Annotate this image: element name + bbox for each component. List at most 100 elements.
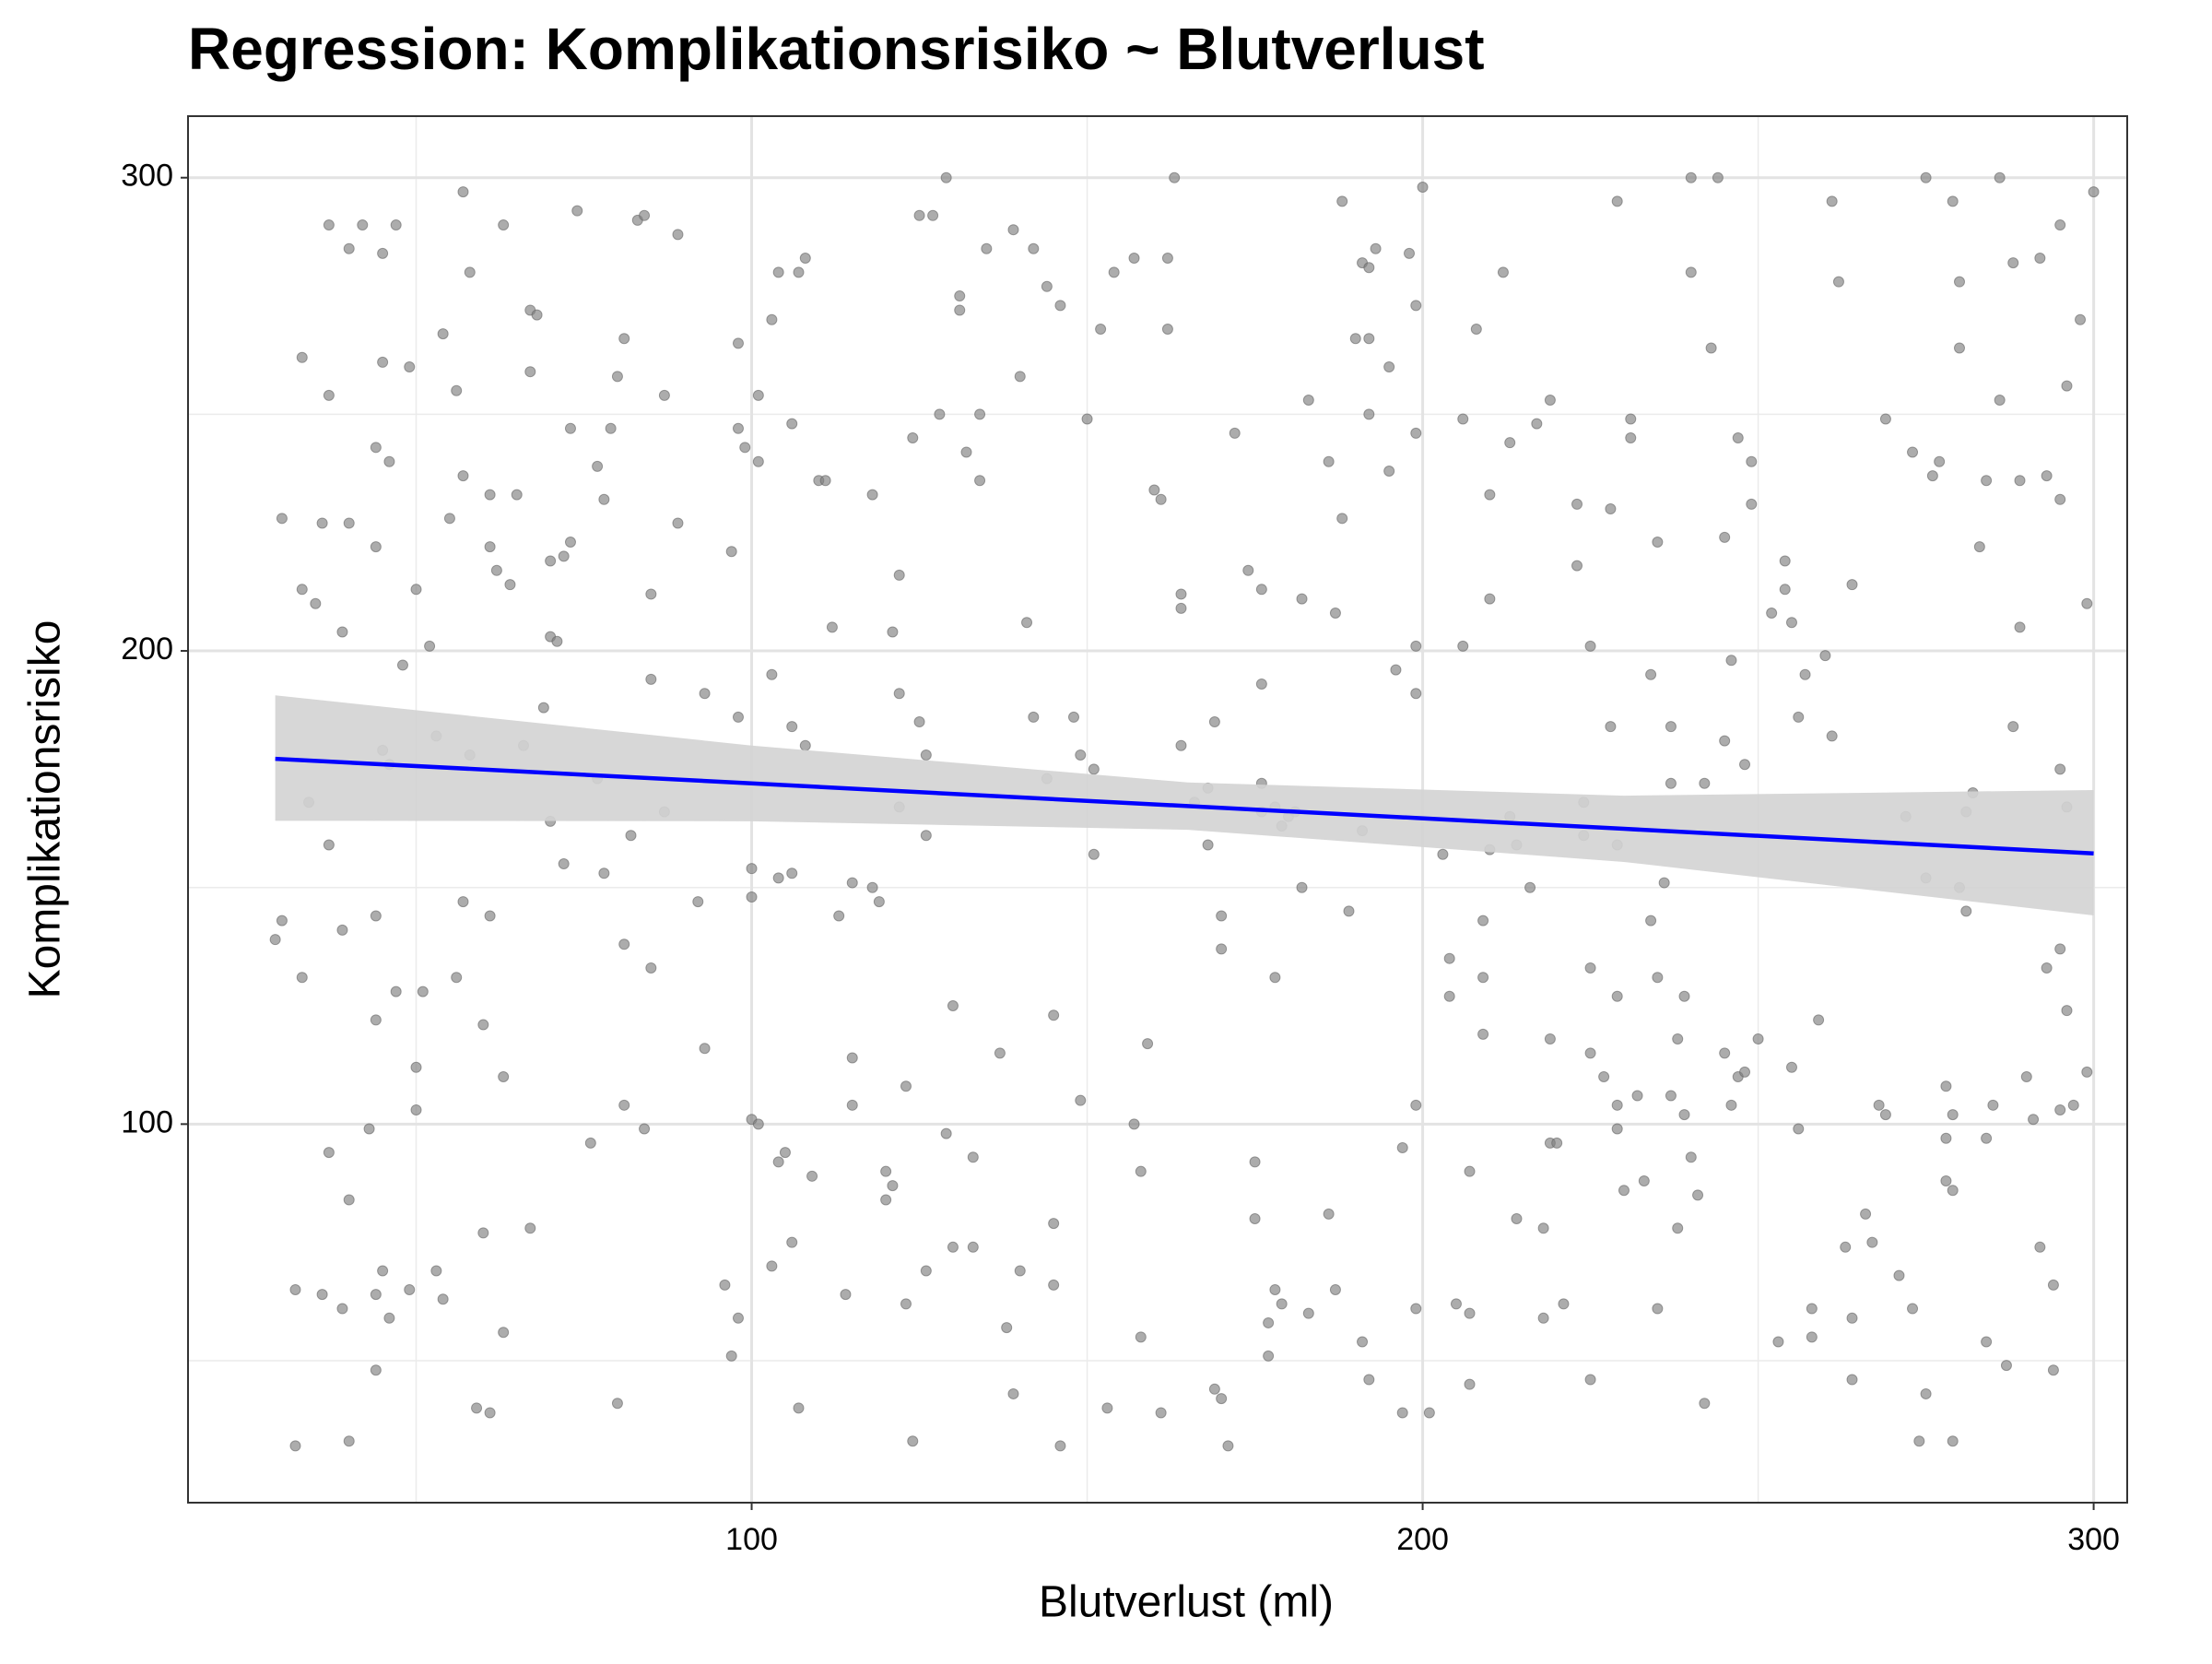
point	[1249, 1156, 1261, 1168]
point	[1390, 664, 1402, 676]
point	[672, 229, 684, 241]
point	[443, 513, 455, 525]
point	[866, 881, 878, 893]
point	[2034, 252, 2046, 264]
point	[1048, 1009, 1060, 1021]
point	[1155, 1407, 1167, 1419]
point	[1531, 418, 1543, 430]
plot-border	[187, 115, 2128, 1504]
point	[484, 489, 496, 501]
point	[1014, 371, 1026, 383]
point	[752, 455, 764, 467]
point	[1497, 266, 1509, 278]
point	[1772, 1336, 1784, 1348]
point	[605, 422, 617, 434]
point	[1001, 1322, 1013, 1334]
point	[1860, 1208, 1872, 1220]
point	[1739, 759, 1751, 771]
point	[323, 839, 335, 851]
point	[893, 569, 905, 581]
point	[410, 1103, 422, 1115]
point	[658, 389, 670, 401]
point	[1746, 498, 1758, 510]
point	[2054, 1103, 2066, 1115]
point	[699, 688, 711, 700]
point	[1370, 242, 1382, 254]
point	[920, 749, 932, 761]
point	[940, 1127, 952, 1139]
point	[639, 209, 651, 221]
point	[934, 408, 946, 420]
point	[310, 597, 322, 609]
point	[1645, 915, 1657, 926]
x-tick-label: 100	[725, 1522, 778, 1557]
point	[1618, 1185, 1630, 1197]
point	[1994, 171, 2006, 183]
point	[866, 489, 878, 501]
point	[1410, 1099, 1422, 1111]
point	[954, 304, 966, 316]
point	[1652, 536, 1664, 548]
point	[846, 1099, 858, 1111]
y-tick-label: 300	[121, 159, 173, 194]
point	[1746, 455, 1758, 467]
point	[927, 209, 939, 221]
point	[1329, 1284, 1341, 1296]
x-tick-label: 200	[1396, 1522, 1449, 1557]
point	[498, 1327, 510, 1339]
point	[1994, 394, 2006, 406]
point	[477, 1019, 489, 1031]
point	[545, 555, 557, 567]
point	[537, 702, 549, 714]
point	[1028, 711, 1040, 723]
point	[994, 1047, 1006, 1059]
point	[900, 1298, 912, 1310]
point	[1363, 408, 1375, 420]
point	[336, 626, 348, 638]
point	[2067, 1099, 2079, 1111]
point	[1088, 763, 1100, 775]
point	[276, 915, 288, 926]
point	[1477, 1028, 1489, 1040]
point	[746, 891, 758, 903]
point	[524, 366, 536, 378]
point	[1692, 1189, 1704, 1201]
point	[1075, 1094, 1087, 1106]
point	[1846, 1312, 1858, 1324]
point	[1625, 432, 1637, 444]
point	[390, 219, 402, 231]
x-tick-label: 300	[2067, 1522, 2120, 1557]
point	[1329, 607, 1341, 619]
point	[1296, 881, 1308, 893]
point	[1276, 1298, 1288, 1310]
point	[471, 1402, 483, 1414]
point	[1135, 1331, 1147, 1343]
point	[1665, 1090, 1677, 1102]
point	[404, 361, 416, 373]
point	[1383, 465, 1395, 477]
point	[370, 442, 382, 454]
point	[1712, 171, 1724, 183]
y-tick-label: 200	[121, 631, 173, 667]
point	[1363, 1374, 1375, 1386]
point	[1685, 1151, 1697, 1163]
point	[692, 896, 704, 908]
point	[1349, 333, 1361, 345]
point	[625, 830, 637, 842]
point	[430, 1265, 442, 1277]
point	[725, 1350, 737, 1362]
point	[1685, 171, 1697, 183]
point	[1161, 323, 1173, 335]
point	[2041, 962, 2053, 974]
point	[1269, 972, 1281, 984]
point	[732, 337, 744, 349]
point	[1142, 1038, 1154, 1050]
point	[639, 1123, 651, 1135]
point	[1779, 555, 1791, 567]
point	[645, 588, 657, 600]
point	[1699, 777, 1711, 789]
point	[1631, 1090, 1643, 1102]
point	[451, 972, 463, 984]
point	[370, 1289, 382, 1301]
